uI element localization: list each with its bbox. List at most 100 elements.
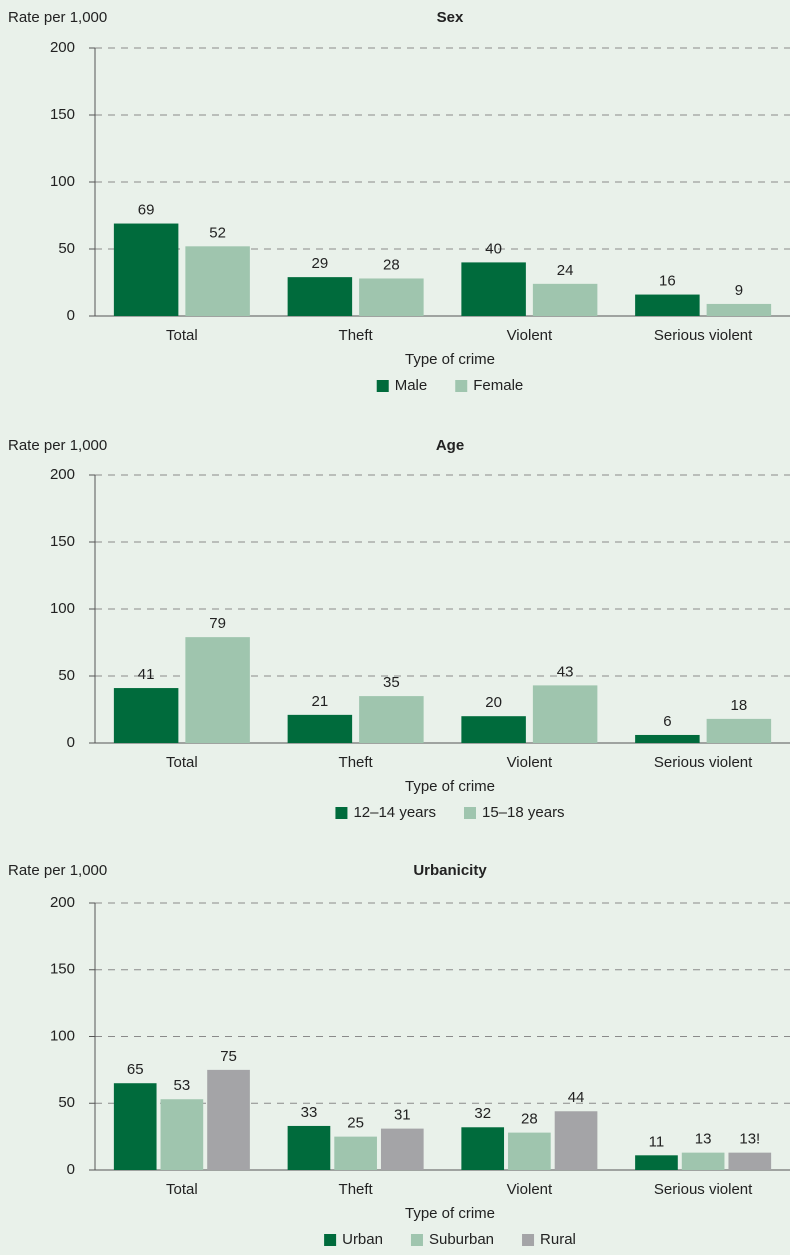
y-tick-label: 150 <box>50 961 75 978</box>
x-tick-label: Violent <box>507 327 553 344</box>
data-label: 41 <box>138 666 155 683</box>
y-tick-label: 50 <box>58 667 75 684</box>
x-tick-label: Theft <box>339 327 374 344</box>
data-label: 69 <box>138 202 155 219</box>
x-tick-label: Violent <box>507 754 553 771</box>
bar <box>532 685 598 743</box>
legend-swatch <box>455 380 468 392</box>
data-label: 79 <box>209 615 226 632</box>
legend-label: 15–18 years <box>482 804 565 821</box>
data-label: 13 <box>695 1131 712 1148</box>
bar <box>287 714 353 743</box>
data-label: 13! <box>739 1131 760 1148</box>
bar <box>113 223 179 316</box>
data-label: 53 <box>174 1077 191 1094</box>
y-axis-label: Rate per 1,000 <box>8 862 107 879</box>
bar <box>508 1132 551 1170</box>
bar <box>461 262 526 316</box>
data-label: 40 <box>485 240 502 257</box>
bar <box>334 1136 377 1170</box>
bar <box>359 278 424 316</box>
data-label: 25 <box>347 1115 364 1132</box>
bar <box>113 1083 157 1170</box>
legend-label: Rural <box>540 1231 576 1248</box>
data-label: 18 <box>731 697 748 714</box>
legend-label: Suburban <box>429 1231 494 1248</box>
chart-title: Age <box>436 437 464 454</box>
data-label: 43 <box>557 663 574 680</box>
bar <box>359 696 424 743</box>
x-tick-label: Serious violent <box>654 754 753 771</box>
data-label: 32 <box>474 1105 491 1122</box>
legend-label: Urban <box>342 1231 383 1248</box>
y-tick-label: 200 <box>50 39 75 56</box>
legend-swatch <box>410 1234 423 1246</box>
legend-swatch <box>335 807 348 819</box>
legend-swatch <box>376 380 389 392</box>
chart-title: Urbanicity <box>413 862 487 879</box>
bar <box>635 734 700 743</box>
y-tick-label: 0 <box>67 734 75 751</box>
bar <box>635 294 700 316</box>
y-tick-label: 0 <box>67 1161 75 1178</box>
bar <box>728 1152 772 1170</box>
y-axis-label: Rate per 1,000 <box>8 437 107 454</box>
x-tick-label: Theft <box>339 754 374 771</box>
y-axis-label: Rate per 1,000 <box>8 9 107 26</box>
x-tick-label: Total <box>166 754 198 771</box>
data-label: 65 <box>127 1061 144 1078</box>
y-tick-label: 100 <box>50 1027 75 1044</box>
y-tick-label: 50 <box>58 240 75 257</box>
x-tick-label: Violent <box>507 1181 553 1198</box>
y-tick-label: 100 <box>50 173 75 190</box>
legend-swatch <box>324 1234 337 1246</box>
data-label: 52 <box>209 224 226 241</box>
data-label: 75 <box>220 1048 237 1065</box>
y-tick-label: 150 <box>50 106 75 123</box>
y-tick-label: 200 <box>50 466 75 483</box>
data-label: 9 <box>735 282 743 299</box>
bar <box>287 1125 331 1170</box>
x-axis-label: Type of crime <box>405 778 495 795</box>
y-tick-label: 0 <box>67 307 75 324</box>
y-tick-label: 150 <box>50 533 75 550</box>
y-tick-label: 50 <box>58 1094 75 1111</box>
x-tick-label: Serious violent <box>654 1181 753 1198</box>
data-label: 28 <box>521 1111 538 1128</box>
bar <box>287 277 353 316</box>
y-tick-label: 100 <box>50 600 75 617</box>
bar <box>380 1128 424 1170</box>
y-tick-label: 200 <box>50 894 75 911</box>
bar <box>461 716 526 743</box>
x-tick-label: Total <box>166 1181 198 1198</box>
x-axis-label: Type of crime <box>405 351 495 368</box>
chart-title: Sex <box>437 9 464 26</box>
x-tick-label: Serious violent <box>654 327 753 344</box>
data-label: 16 <box>659 273 676 290</box>
data-label: 28 <box>383 256 400 273</box>
bar <box>554 1111 598 1170</box>
data-label: 31 <box>394 1107 411 1124</box>
bar <box>185 637 250 743</box>
legend-label: Male <box>395 377 428 394</box>
bar <box>706 718 772 743</box>
data-label: 35 <box>383 674 400 691</box>
data-label: 20 <box>485 694 502 711</box>
bar <box>461 1127 505 1170</box>
data-label: 24 <box>557 262 574 279</box>
x-tick-label: Theft <box>339 1181 374 1198</box>
data-label: 21 <box>312 693 329 710</box>
legend-swatch <box>464 807 476 819</box>
bar <box>207 1069 250 1170</box>
x-axis-label: Type of crime <box>405 1205 495 1222</box>
bar <box>635 1155 678 1170</box>
bar <box>532 283 598 316</box>
x-tick-label: Total <box>166 327 198 344</box>
data-label: 6 <box>663 713 671 730</box>
bar <box>160 1099 204 1170</box>
bar <box>681 1152 725 1170</box>
data-label: 33 <box>301 1104 318 1121</box>
legend-label: 12–14 years <box>353 804 436 821</box>
bar <box>185 246 250 316</box>
